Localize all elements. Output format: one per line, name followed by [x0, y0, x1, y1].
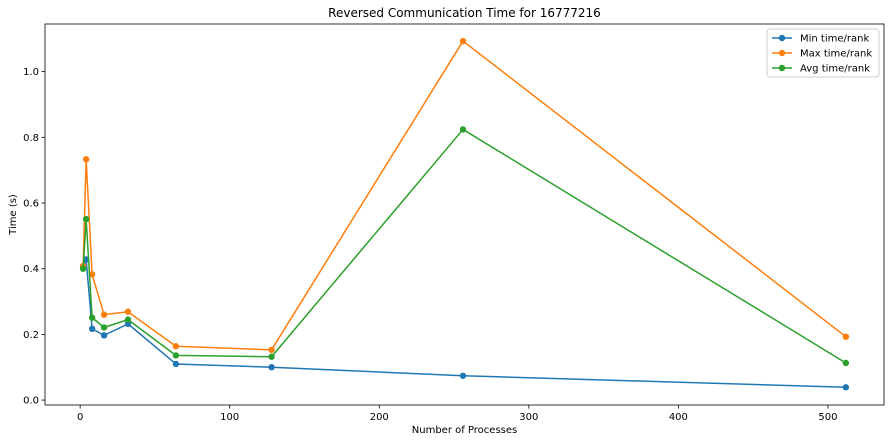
- legend-label: Max time/rank: [800, 49, 872, 60]
- x-tick-label: 200: [370, 412, 389, 423]
- data-point: [88, 314, 96, 321]
- data-point: [79, 265, 87, 272]
- data-point: [268, 346, 275, 354]
- x-tick-label: 0: [77, 412, 83, 423]
- x-axis-title: Number of Processes: [412, 425, 517, 436]
- data-point: [459, 372, 467, 379]
- legend-marker: [778, 64, 786, 72]
- data-point: [459, 126, 467, 133]
- data-point: [82, 156, 90, 163]
- y-tick-label: 0.6: [23, 199, 39, 210]
- data-point: [82, 215, 90, 223]
- data-point: [172, 352, 180, 359]
- data-point: [124, 308, 132, 315]
- x-tick-label: 100: [220, 412, 239, 423]
- axis-ticks: 0 100 200 300 400 500 0.0 0.2 0.4 0.6 0.8 1.0: [23, 67, 837, 423]
- y-tick-label: 0.4: [23, 264, 39, 275]
- data-point: [842, 359, 850, 367]
- legend-item: Max time/rank: [772, 49, 872, 60]
- data-point: [172, 343, 180, 350]
- data-point: [88, 271, 96, 278]
- data-point: [172, 360, 180, 368]
- series-3: [79, 126, 850, 367]
- data-point: [100, 324, 108, 331]
- legend: Min time/rank Max time/rank Avg time/rank: [766, 28, 880, 78]
- axes-frame: [44, 23, 885, 406]
- axes-border: [44, 23, 885, 406]
- series-layer: [79, 37, 850, 391]
- legend-marker: [778, 34, 786, 42]
- x-tick-label: 500: [818, 412, 837, 423]
- y-tick-label: 1.0: [23, 67, 39, 78]
- series-2: [79, 37, 850, 354]
- data-point: [268, 364, 275, 371]
- data-point: [100, 332, 108, 339]
- data-point: [100, 311, 108, 318]
- legend-box: [766, 28, 880, 78]
- y-tick-label: 0.0: [23, 396, 39, 407]
- data-point: [268, 353, 275, 360]
- plot-area: [45, 24, 884, 405]
- data-point: [124, 316, 132, 323]
- x-tick-label: 300: [519, 412, 538, 423]
- legend-item: Min time/rank: [772, 34, 869, 45]
- data-point: [88, 325, 96, 332]
- x-tick-label: 400: [669, 412, 688, 423]
- data-point: [459, 37, 467, 45]
- data-point: [842, 384, 850, 391]
- chart-title: Reversed Communication Time for 16777216: [328, 6, 601, 20]
- y-axis-title: Time (s): [8, 194, 19, 236]
- legend-item: Avg time/rank: [772, 64, 870, 75]
- y-tick-label: 0.8: [23, 133, 39, 144]
- legend-label: Avg time/rank: [800, 64, 870, 75]
- y-tick-label: 0.2: [23, 330, 39, 341]
- legend-marker: [778, 49, 786, 57]
- data-point: [842, 333, 850, 340]
- legend-label: Min time/rank: [800, 34, 869, 45]
